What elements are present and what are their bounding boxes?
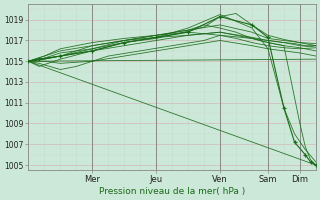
- X-axis label: Pression niveau de la mer( hPa ): Pression niveau de la mer( hPa ): [99, 187, 245, 196]
